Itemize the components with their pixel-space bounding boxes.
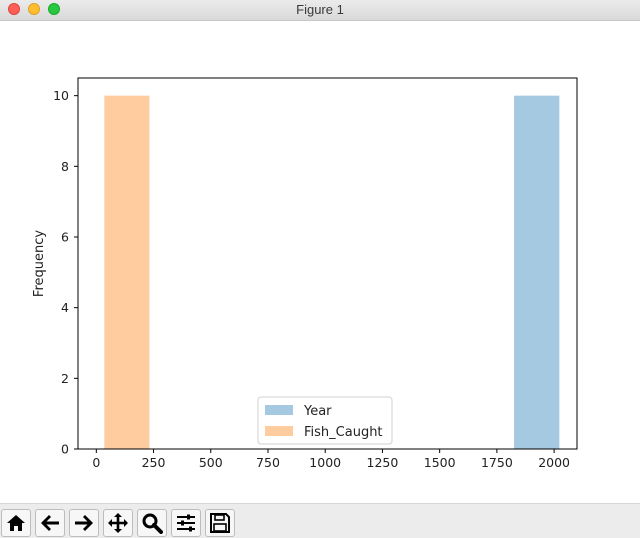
y-tick-label: 0 xyxy=(61,442,69,457)
pan-button[interactable] xyxy=(103,509,133,537)
x-tick-label: 1000 xyxy=(309,455,341,470)
y-axis-label: Frequency xyxy=(32,230,47,297)
window-title: Figure 1 xyxy=(296,2,344,17)
pan-move-icon xyxy=(108,513,128,533)
configure-subplots-icon xyxy=(177,514,195,532)
legend-label: Year xyxy=(303,404,332,419)
y-tick-label: 4 xyxy=(61,300,69,315)
y-tick-label: 8 xyxy=(61,159,69,174)
back-arrow-icon xyxy=(41,515,59,531)
home-button[interactable] xyxy=(1,509,31,537)
x-tick-label: 250 xyxy=(142,455,166,470)
x-tick-label: 500 xyxy=(199,455,223,470)
minimize-window-button[interactable] xyxy=(28,3,40,15)
x-tick-label: 750 xyxy=(256,455,280,470)
home-icon xyxy=(7,515,25,531)
y-tick-label: 10 xyxy=(53,88,69,103)
histogram-bar-fish-caught xyxy=(104,95,150,450)
x-tick-label: 1500 xyxy=(424,455,456,470)
y-tick-label: 6 xyxy=(61,230,69,245)
title-bar[interactable]: Figure 1 xyxy=(0,0,640,21)
configure-subplots-button[interactable] xyxy=(171,509,201,537)
histogram-chart[interactable]: 0 250 500 750 1000 1250 1500 1750 2000 0 2 4 6 8 10 F… xyxy=(0,21,640,503)
x-tick-label: 0 xyxy=(92,455,100,470)
back-button[interactable] xyxy=(35,509,65,537)
save-floppy-icon xyxy=(210,513,230,533)
zoom-magnifier-icon xyxy=(142,513,163,534)
zoom-button[interactable] xyxy=(137,509,167,537)
x-tick-label: 1250 xyxy=(367,455,399,470)
histogram-bar-year xyxy=(514,95,560,450)
legend: Year Fish_Caught xyxy=(257,396,393,445)
legend-swatch xyxy=(265,426,293,436)
x-tick-label: 1750 xyxy=(481,455,513,470)
bars-layer xyxy=(104,95,560,450)
save-button[interactable] xyxy=(205,509,235,537)
x-axis-ticks: 0 250 500 750 1000 1250 1500 1750 2000 xyxy=(92,449,570,470)
y-tick-label: 2 xyxy=(61,371,69,386)
legend-box xyxy=(257,396,393,445)
maximize-window-button[interactable] xyxy=(48,3,60,15)
forward-button[interactable] xyxy=(69,509,99,537)
close-window-button[interactable] xyxy=(8,3,20,15)
navigation-toolbar xyxy=(0,503,640,538)
axes-frame xyxy=(77,77,578,450)
y-axis-ticks: 0 2 4 6 8 10 xyxy=(53,88,78,457)
x-tick-label: 2000 xyxy=(538,455,570,470)
legend-label: Fish_Caught xyxy=(304,425,383,440)
legend-swatch xyxy=(265,405,293,415)
forward-arrow-icon xyxy=(75,515,93,531)
